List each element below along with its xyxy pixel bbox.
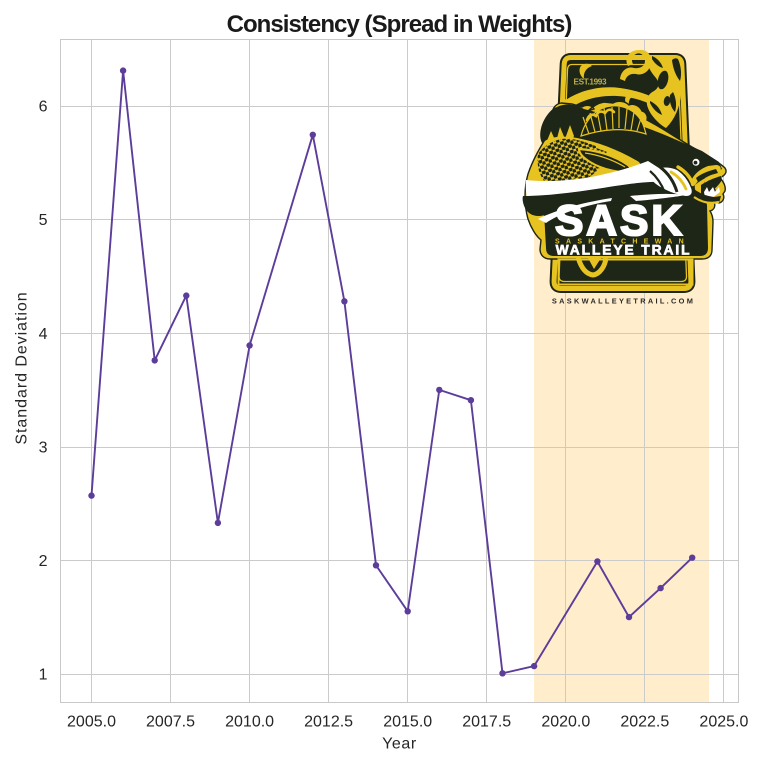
svg-text:2007.5: 2007.5 — [146, 713, 195, 730]
svg-text:2: 2 — [39, 553, 48, 570]
svg-text:4: 4 — [39, 326, 48, 343]
svg-text:WALLEYE TRAIL: WALLEYE TRAIL — [556, 243, 692, 258]
svg-text:2005.0: 2005.0 — [67, 713, 116, 730]
svg-text:Year: Year — [382, 736, 417, 753]
svg-text:2020.0: 2020.0 — [541, 713, 590, 730]
svg-text:3: 3 — [39, 439, 48, 456]
svg-text:SASKATCHEWAN: SASKATCHEWAN — [555, 238, 690, 245]
svg-text:2017.5: 2017.5 — [462, 713, 511, 730]
svg-text:EST.1993: EST.1993 — [574, 78, 607, 87]
svg-text:2015.0: 2015.0 — [383, 713, 432, 730]
svg-text:6: 6 — [39, 99, 48, 116]
svg-text:5: 5 — [39, 212, 48, 229]
svg-text:2022.5: 2022.5 — [620, 713, 669, 730]
svg-text:SASKWALLEYETRAIL.COM: SASKWALLEYETRAIL.COM — [552, 297, 695, 306]
svg-text:2025.0: 2025.0 — [699, 713, 748, 730]
svg-text:2010.0: 2010.0 — [225, 713, 274, 730]
svg-text:2012.5: 2012.5 — [304, 713, 353, 730]
svg-text:Standard Deviation: Standard Deviation — [14, 291, 31, 444]
svg-text:SASK: SASK — [555, 198, 685, 245]
svg-text:1: 1 — [39, 667, 48, 684]
svg-text:Consistency (Spread in Weights: Consistency (Spread in Weights) — [227, 11, 572, 38]
